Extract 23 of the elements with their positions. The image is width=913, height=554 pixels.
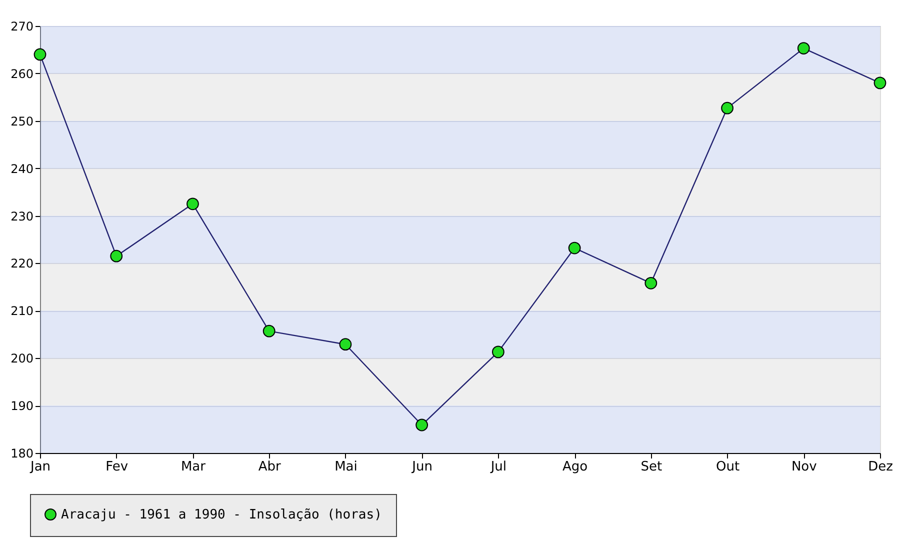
x-tick-label: Nov — [791, 460, 818, 474]
x-tick-label: Fev — [106, 460, 128, 474]
y-tick-label: 220 — [10, 256, 34, 271]
x-tick-label: Mar — [180, 460, 206, 474]
x-tick-label: Set — [640, 460, 662, 474]
y-tick-label: 240 — [10, 162, 34, 176]
x-tick-label: Jun — [411, 460, 432, 474]
x-tick-label: Mai — [334, 460, 358, 474]
y-tick-label: 230 — [10, 209, 34, 224]
legend-label: Aracaju - 1961 a 1990 - Insolação (horas) — [61, 508, 382, 522]
y-tick-label: 180 — [10, 446, 34, 460]
x-tick-label: Ago — [562, 460, 588, 474]
y-tick-label: 190 — [10, 399, 34, 414]
x-tick-label: Out — [716, 460, 740, 474]
y-tick-label: 270 — [10, 20, 34, 34]
y-tick-label: 260 — [10, 66, 34, 81]
y-tick-label: 210 — [10, 304, 34, 318]
y-tick-label: 250 — [10, 114, 34, 128]
x-tick-label: Jul — [490, 460, 507, 474]
x-tick-label: Abr — [258, 460, 282, 474]
y-tick-label: 200 — [10, 352, 34, 366]
x-tick-label: Jan — [29, 460, 51, 474]
x-tick-label: Dez — [868, 460, 894, 474]
